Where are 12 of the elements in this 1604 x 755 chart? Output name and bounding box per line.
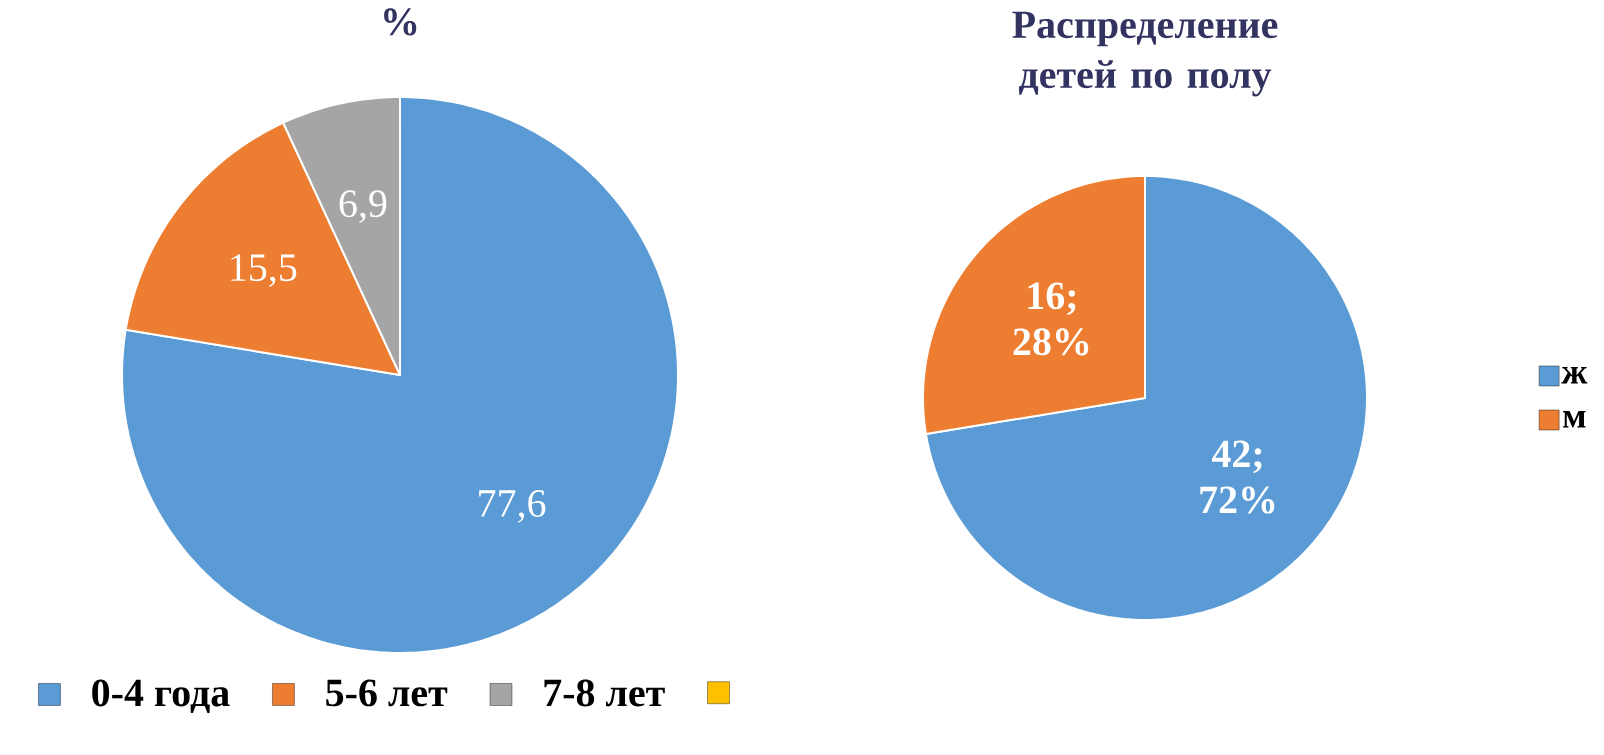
- legend-label: ж: [1561, 366, 1588, 384]
- data-label: 77,6: [479, 490, 546, 523]
- chart-title: Распределение детей по полу: [1012, 11, 1278, 97]
- legend-label: 5-6 лет: [326, 679, 448, 707]
- data-label: 6,9: [339, 190, 387, 223]
- chart-title: %: [384, 8, 417, 36]
- data-label: 15,5: [231, 254, 297, 287]
- legend-label: 7-8 лет: [544, 679, 665, 707]
- data-label: 16; 28%: [1013, 282, 1089, 356]
- legend-label: м: [1563, 411, 1586, 428]
- data-label: 42; 72%: [1200, 440, 1275, 514]
- legend-label: 0-4 года: [92, 679, 230, 713]
